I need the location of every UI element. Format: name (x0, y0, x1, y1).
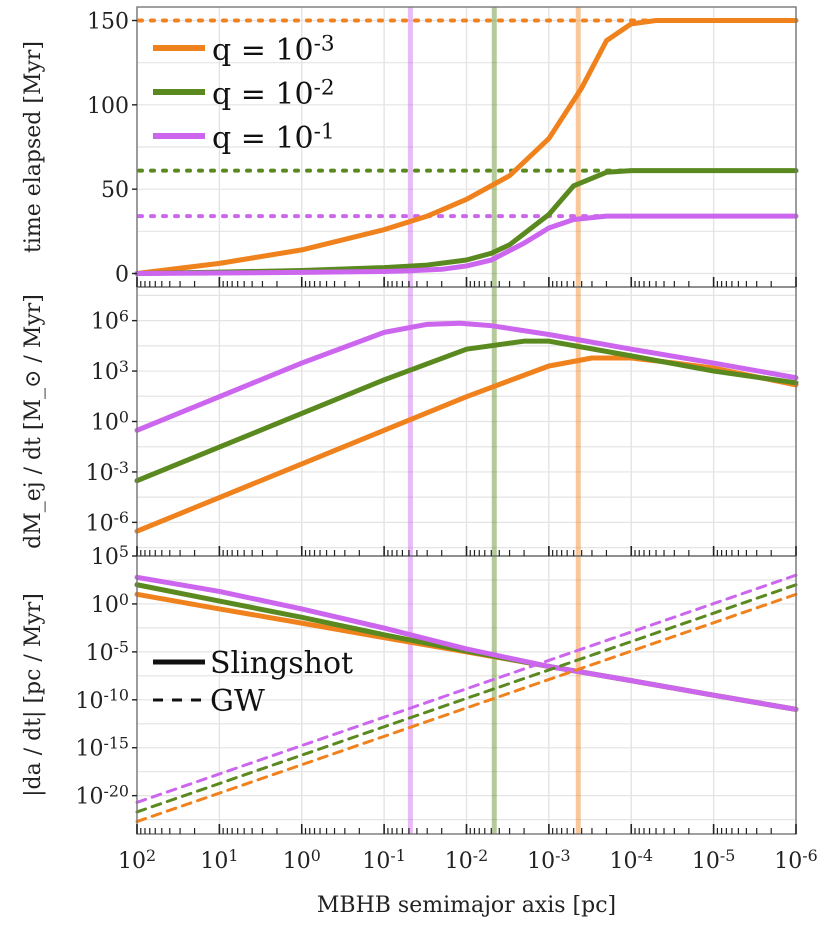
y-tick-label: 100 (91, 407, 129, 435)
y-axis-title: dM_ej / dt [M_⊙ / Myr] (21, 294, 46, 549)
legend-entry: q = 10-3 (212, 31, 335, 68)
x-tick-label-base: 10 (610, 849, 638, 874)
x-tick-label: 10-3 (527, 846, 570, 874)
y-tick-label: 10-6 (86, 508, 129, 536)
y-tick-label: 100 (91, 590, 129, 618)
x-tick-label-exp: -4 (638, 846, 653, 865)
x-tick-label: 10-6 (774, 846, 817, 874)
legend-entry-exp: -1 (314, 119, 335, 144)
x-tick-label-exp: -3 (555, 846, 570, 865)
y-tick-label-exp: -3 (114, 458, 129, 477)
legend-entry-base: q = 10 (212, 77, 314, 112)
y-tick-label-exp: 6 (119, 306, 129, 325)
series-line (135, 573, 798, 804)
y-tick-label: 50 (101, 178, 129, 203)
data-layer (134, 17, 799, 824)
ticks-layer (132, 19, 797, 834)
y-tick-label: 100 (87, 94, 129, 119)
legend-entry-base: q = 10 (212, 33, 314, 68)
legend-entry: q = 10-2 (212, 75, 335, 112)
x-tick-label: 10-5 (692, 846, 735, 874)
x-tick-label: 100 (283, 846, 321, 874)
x-tick-label-base: 10 (362, 849, 390, 874)
y-tick-label: 10-20 (76, 782, 130, 810)
series-line (134, 320, 799, 433)
x-tick-label: 10-1 (362, 846, 405, 874)
x-tick-label-base: 10 (445, 849, 473, 874)
legend-entry: GW (210, 684, 265, 719)
y-axis-title: |da / dt| [pc / Myr] (21, 593, 46, 797)
y-tick-label-exp: -15 (104, 734, 130, 753)
x-axis-title: MBHB semimajor axis [pc] (317, 893, 616, 918)
y-tick-label-base: 10 (91, 411, 119, 436)
y-tick-label-exp: -20 (104, 782, 130, 801)
x-tick-label-base: 10 (527, 849, 555, 874)
y-tick-label: 150 (87, 9, 129, 34)
y-tick-label: 0 (115, 263, 129, 288)
grid-layer (136, 7, 797, 834)
y-tick-label-base: 10 (76, 737, 104, 762)
y-tick-label-base: 10 (86, 461, 114, 486)
series-line (134, 17, 799, 277)
y-tick-label: 105 (91, 542, 129, 570)
x-tick-label-exp: 0 (311, 846, 321, 865)
y-tick-label-exp: 0 (119, 407, 129, 426)
y-tick-label-exp: -6 (114, 508, 129, 527)
x-tick-label-base: 10 (118, 849, 146, 874)
y-tick-label: 106 (91, 306, 129, 334)
x-tick-label-exp: -6 (802, 846, 817, 865)
x-tick-label-base: 10 (283, 849, 311, 874)
legend-entry-base: q = 10 (212, 121, 314, 156)
series-line (134, 574, 799, 712)
y-tick-label-exp: -10 (104, 686, 130, 705)
legend-entry: q = 10-1 (212, 119, 335, 156)
x-tick-label-exp: -2 (473, 846, 488, 865)
y-tick-label-base: 10 (91, 545, 119, 570)
x-tick-label: 101 (200, 846, 238, 874)
y-axis-title: time elapsed [Myr] (21, 41, 46, 253)
y-tick-label-base: 10 (86, 511, 114, 536)
series-line (134, 338, 799, 484)
series-line (135, 583, 798, 814)
y-tick-label-base: 10 (76, 689, 104, 714)
x-tick-label-base: 10 (692, 849, 720, 874)
series-line (135, 592, 798, 824)
y-tick-label: 103 (91, 357, 129, 385)
legend-entry-exp: -3 (314, 31, 335, 56)
y-tick-label-base: 10 (91, 310, 119, 335)
y-tick-label-base: 10 (91, 360, 119, 385)
x-tick-label-base: 10 (200, 849, 228, 874)
x-tick-label: 10-2 (445, 846, 488, 874)
y-tick-label: 10-5 (86, 638, 129, 666)
x-tick-label-exp: 1 (228, 846, 238, 865)
legend-entry-exp: -2 (314, 75, 335, 100)
y-tick-label: 10-15 (76, 734, 130, 762)
y-tick-label: 10-3 (86, 458, 129, 486)
x-tick-label: 10-4 (610, 846, 653, 874)
y-tick-label-base: 10 (86, 641, 114, 666)
y-tick-label: 10-10 (76, 686, 130, 714)
y-tick-label-exp: 5 (119, 542, 129, 561)
y-tick-label-exp: 3 (119, 357, 129, 376)
x-tick-label-exp: 2 (146, 846, 156, 865)
y-tick-label-exp: 0 (119, 590, 129, 609)
series-line (134, 213, 799, 277)
y-tick-label-base: 10 (76, 785, 104, 810)
y-tick-label-base: 10 (91, 593, 119, 618)
x-tick-label-exp: -1 (390, 846, 405, 865)
x-tick-label-exp: -5 (720, 846, 735, 865)
y-tick-label-exp: -5 (114, 638, 129, 657)
legend-entry: Slingshot (210, 646, 353, 681)
x-tick-label: 102 (118, 846, 156, 874)
x-tick-label-base: 10 (774, 849, 802, 874)
